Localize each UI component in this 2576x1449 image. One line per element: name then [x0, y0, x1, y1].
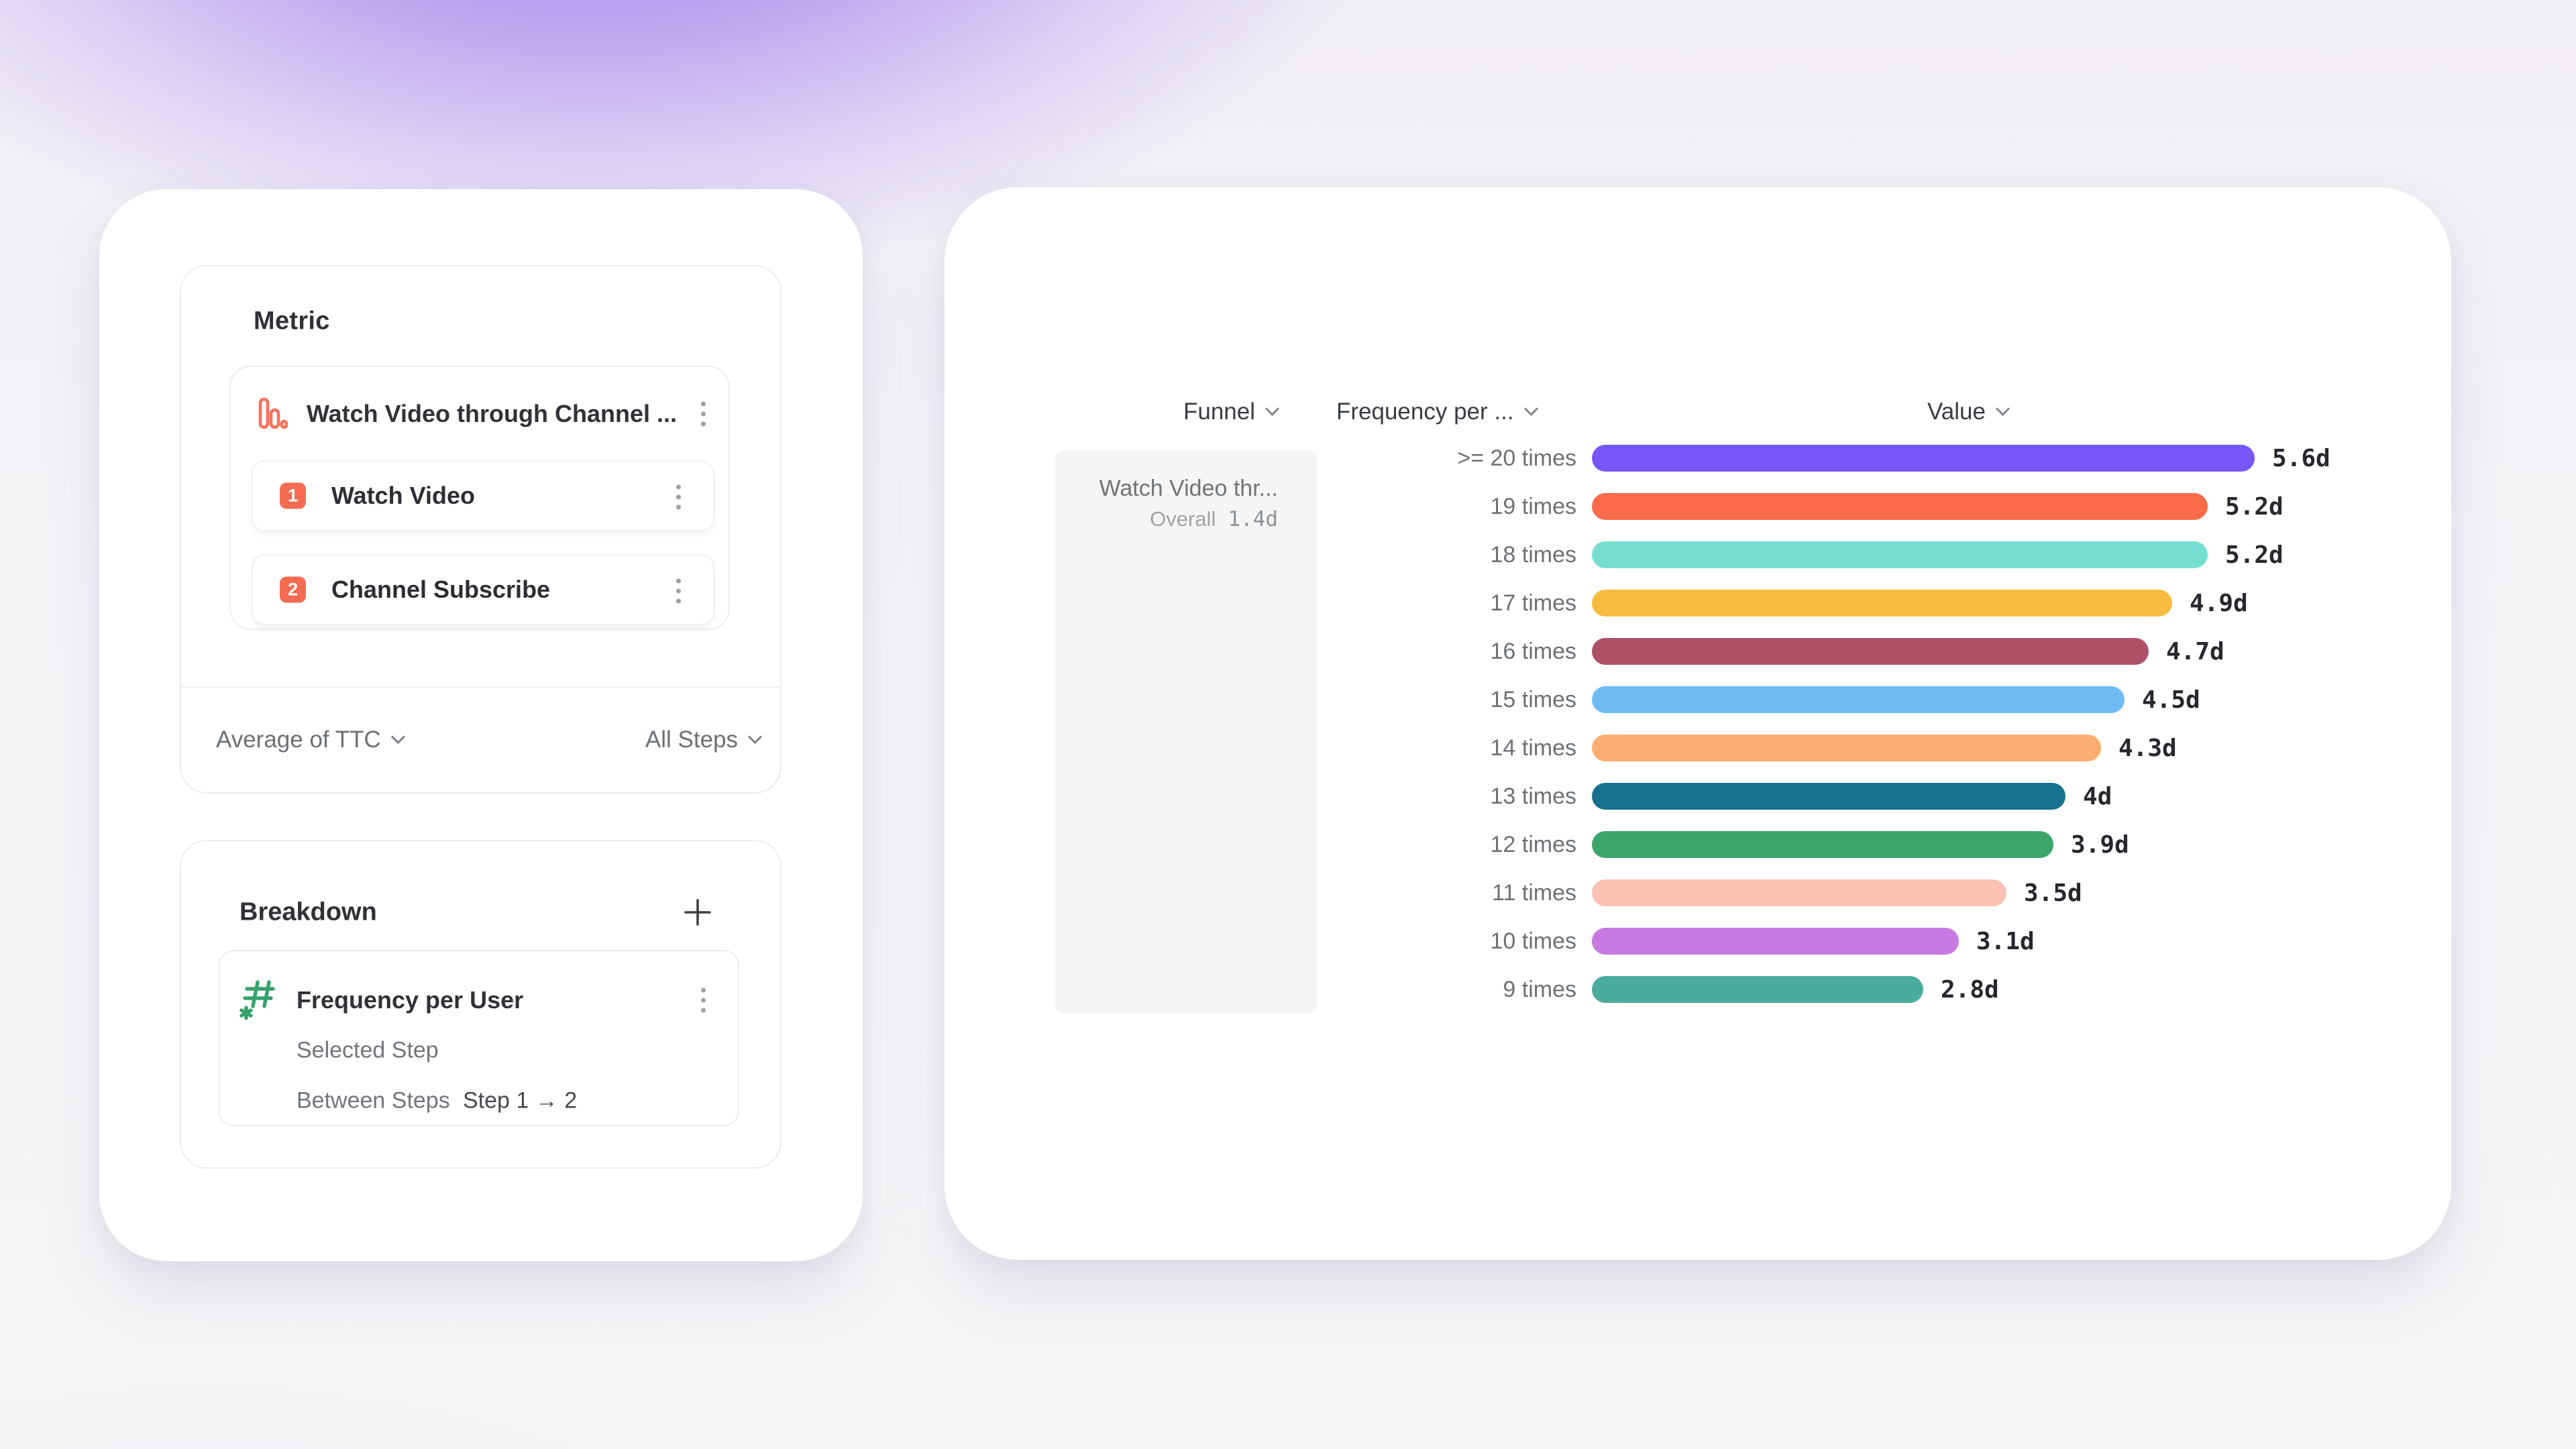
steps-scope-dropdown[interactable]: All Steps: [645, 727, 763, 753]
value-label: 3.1d: [1976, 927, 2035, 955]
step-label: Watch Video: [331, 482, 476, 509]
frequency-bucket-label: 17 times: [1490, 590, 1577, 616]
frequency-bucket-label: 9 times: [1503, 976, 1576, 1002]
value-bar[interactable]: [1592, 541, 2208, 568]
step-number-badge: 2: [280, 576, 306, 603]
column-header-value[interactable]: Value: [1927, 398, 2010, 425]
value-bar[interactable]: [1592, 735, 2101, 761]
value-bar[interactable]: [1592, 686, 2125, 713]
value-bar[interactable]: [1592, 445, 2255, 472]
value-label: 5.6d: [2272, 444, 2330, 472]
breakdown-section-title: Breakdown: [239, 898, 377, 926]
value-bar[interactable]: [1592, 783, 2065, 810]
value-label: 5.2d: [2225, 492, 2284, 521]
query-builder-panel: Metric Watch Video through Channel ... 1…: [99, 189, 863, 1261]
funnel-group: Watch Video through Channel ... 1 Watch V…: [229, 366, 730, 630]
report-panel: Funnel Frequency per ... Value Watch Vid…: [945, 187, 2451, 1260]
overall-label: Overall: [1150, 507, 1216, 531]
chart-row: 12 times 3.9d: [1342, 820, 2449, 869]
aggregation-dropdown-label: Average of TTC: [216, 727, 381, 753]
step-overflow-menu-button[interactable]: [676, 578, 681, 604]
chevron-down-icon: [747, 729, 763, 744]
frequency-bucket-label: >= 20 times: [1457, 445, 1576, 471]
overall-value: 1.4d: [1228, 507, 1278, 531]
breakdown-detail-label: Selected Step: [297, 1037, 439, 1063]
frequency-bucket-label: 16 times: [1490, 638, 1577, 664]
chevron-down-icon: [1523, 401, 1538, 416]
value-label: 2.8d: [1941, 975, 1999, 1004]
steps-scope-dropdown-label: All Steps: [645, 727, 738, 753]
chart-row: 16 times 4.7d: [1342, 627, 2449, 676]
step-label: Channel Subscribe: [331, 576, 551, 603]
metric-section: Metric Watch Video through Channel ... 1…: [180, 265, 782, 794]
funnel-step-row[interactable]: 1 Watch Video: [252, 460, 714, 531]
value-label: 4.5d: [2142, 686, 2200, 714]
aggregation-dropdown[interactable]: Average of TTC: [216, 727, 405, 753]
frequency-bucket-label: 18 times: [1490, 541, 1577, 568]
add-breakdown-button[interactable]: [682, 897, 713, 928]
chart-row: 19 times 5.2d: [1342, 482, 2449, 531]
chevron-down-icon: [390, 729, 405, 744]
funnel-name-cell: Watch Video thr... Overall 1.4d: [1055, 451, 1317, 1013]
breakdown-detail-label: Between Steps: [297, 1087, 450, 1114]
breakdown-property-title: Frequency per User: [297, 986, 524, 1014]
column-header-breakdown[interactable]: Frequency per ...: [1336, 398, 1538, 425]
column-header-value-label: Value: [1927, 398, 1986, 425]
chart-row: 9 times 2.8d: [1342, 965, 2449, 1014]
chevron-down-icon: [1265, 401, 1280, 416]
chart-row: 10 times 3.1d: [1342, 917, 2449, 965]
breakdown-overflow-menu-button[interactable]: [701, 987, 706, 1013]
chart-row: 15 times 4.5d: [1342, 676, 2449, 724]
value-bar[interactable]: [1592, 879, 2006, 906]
frequency-bucket-label: 11 times: [1492, 879, 1576, 906]
funnel-metric-row[interactable]: Watch Video through Channel ...: [231, 367, 729, 460]
value-bar[interactable]: [1592, 928, 1959, 955]
column-header-funnel-label: Funnel: [1183, 398, 1256, 425]
numeric-hash-icon: [239, 980, 275, 1020]
funnel-step-row[interactable]: 2 Channel Subscribe: [252, 554, 714, 625]
value-label: 4.7d: [2166, 637, 2224, 665]
chevron-down-icon: [1995, 401, 2010, 416]
value-bar[interactable]: [1592, 976, 1923, 1003]
frequency-bucket-label: 13 times: [1490, 783, 1577, 809]
value-label: 3.5d: [2024, 879, 2082, 907]
funnel-overflow-menu-button[interactable]: [701, 401, 706, 427]
metric-section-title: Metric: [254, 307, 330, 335]
chart-row: 14 times 4.3d: [1342, 724, 2449, 772]
breakdown-property-card[interactable]: Frequency per User Selected Step Between …: [218, 950, 739, 1126]
column-header-breakdown-label: Frequency per ...: [1336, 398, 1514, 425]
funnel-metric-title: Watch Video through Channel ...: [307, 400, 678, 427]
column-header-funnel[interactable]: Funnel: [1183, 398, 1280, 425]
chart-row: 18 times 5.2d: [1342, 531, 2449, 579]
step-number-badge: 1: [280, 482, 306, 509]
breakdown-detail-value: Step 1 → 2: [463, 1087, 578, 1114]
value-label: 5.2d: [2225, 541, 2284, 569]
frequency-bucket-label: 19 times: [1490, 493, 1577, 519]
chart-row: >= 20 times 5.6d: [1342, 434, 2449, 482]
value-label: 4.9d: [2190, 589, 2248, 617]
value-bar[interactable]: [1592, 638, 2149, 665]
funnel-name: Watch Video thr...: [1099, 476, 1278, 501]
chart-row: 17 times 4.9d: [1342, 579, 2449, 627]
chart-row: 13 times 4d: [1342, 772, 2449, 820]
value-label: 3.9d: [2071, 830, 2129, 859]
breakdown-section: Breakdown Frequency per User: [180, 840, 782, 1169]
frequency-bucket-label: 12 times: [1490, 831, 1577, 857]
step-overflow-menu-button[interactable]: [676, 484, 681, 510]
frequency-bucket-label: 14 times: [1490, 735, 1577, 761]
value-label: 4.3d: [2118, 734, 2177, 762]
value-bar[interactable]: [1592, 831, 2053, 858]
frequency-bucket-label: 10 times: [1490, 928, 1577, 954]
value-label: 4d: [2083, 782, 2112, 810]
value-bar[interactable]: [1592, 590, 2172, 616]
metric-settings-row: Average of TTC All Steps: [181, 686, 780, 792]
funnel-bars-icon: [258, 397, 288, 429]
chart-row: 11 times 3.5d: [1342, 869, 2449, 917]
bar-chart: >= 20 times 5.6d 19 times 5.2d 18 times 5.2d 1…: [1342, 434, 2449, 1014]
value-bar[interactable]: [1592, 493, 2208, 520]
frequency-bucket-label: 15 times: [1490, 686, 1577, 712]
